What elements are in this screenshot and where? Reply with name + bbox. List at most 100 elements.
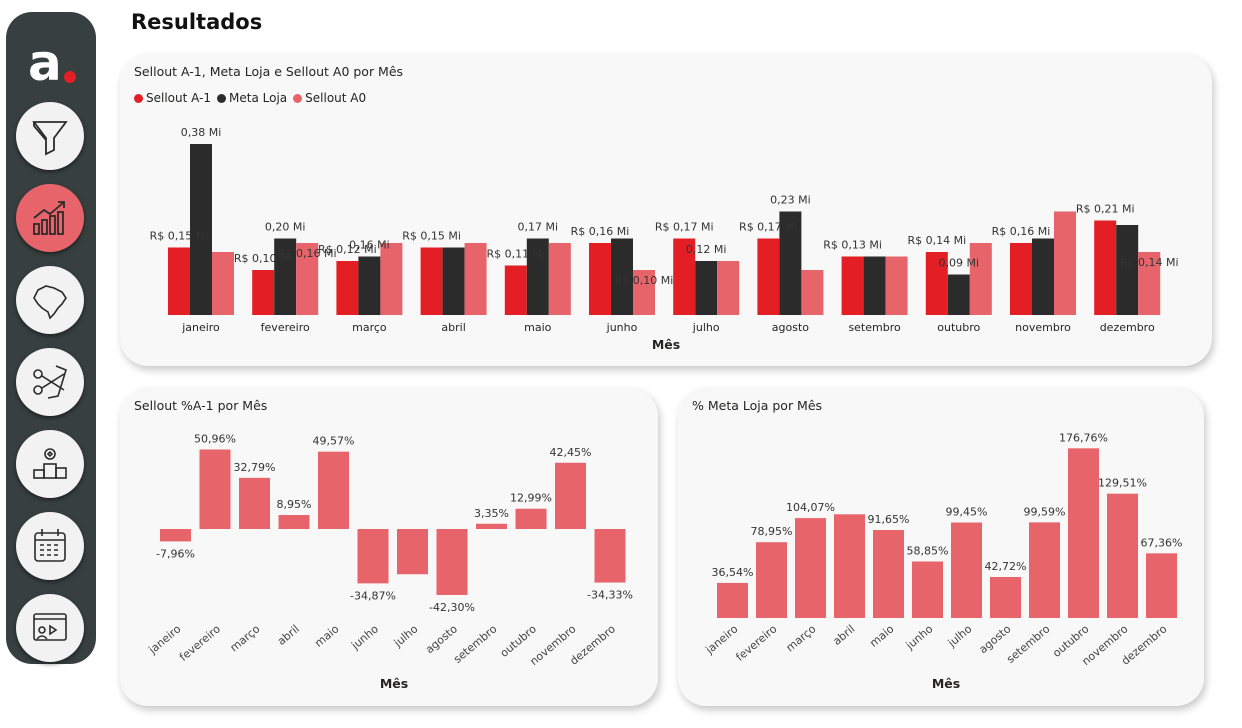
x-tick-label: maio: [312, 622, 341, 650]
x-tick-label: junho: [348, 622, 381, 653]
data-label: R$ 0,11 Mi: [486, 248, 545, 261]
data-label: R$ 0,15 Mi: [402, 230, 461, 243]
x-tick-label: setembro: [451, 622, 500, 666]
data-label: 104,07%: [786, 501, 835, 514]
bar: [1029, 522, 1060, 618]
x-tick-label: dezembro: [1100, 321, 1155, 334]
x-tick-label: agosto: [772, 321, 809, 334]
data-label: 99,45%: [946, 506, 988, 519]
nav-tools-button[interactable]: [16, 348, 84, 416]
x-tick-label: maio: [867, 622, 896, 650]
bar: [199, 449, 231, 529]
bar: [594, 529, 626, 583]
bar-sellout-a0: [801, 270, 824, 315]
meta-pct-chart-card: % Meta Loja por Mês 36,54% janeiro 78,95% f…: [678, 388, 1204, 706]
legend-label: Meta Loja: [229, 91, 288, 105]
data-label: 42,72%: [985, 560, 1027, 573]
chart-title: Sellout %A-1 por Mês: [134, 398, 268, 413]
bar: [239, 477, 270, 529]
data-label: 91,65%: [868, 513, 910, 526]
bar: [1146, 553, 1177, 618]
bar-meta-loja: [526, 238, 549, 315]
data-label: 32,79%: [234, 461, 276, 474]
bar: [1107, 493, 1138, 618]
x-tick-label: março: [352, 321, 387, 334]
bar: [834, 514, 865, 618]
nav-results-button[interactable]: [16, 184, 84, 252]
bar-meta-loja: [863, 256, 886, 315]
data-label: 0,17 Mi: [518, 221, 559, 234]
bar-sellout-a0: [717, 261, 740, 315]
nav-map-button[interactable]: [16, 266, 84, 334]
x-tick-label: agosto: [977, 622, 1014, 656]
podium-icon: [33, 448, 67, 479]
data-label: R$ 0,17 Mi: [739, 221, 798, 234]
bar-sellout-a-1: [589, 243, 611, 315]
bar-sellout-a-1: [1094, 220, 1117, 315]
data-label: R$ 0,17 Mi: [655, 221, 714, 234]
chart-legend: Sellout A-1 Meta Loja Sellout A0: [134, 91, 366, 105]
legend-label: Sellout A-1: [146, 91, 212, 105]
chart-title: Sellout A-1, Meta Loja e Sellout A0 por …: [134, 64, 404, 79]
x-tick-label: abril: [441, 321, 465, 334]
bar: [476, 523, 507, 529]
bar: [357, 529, 389, 584]
brazil-map-icon: [33, 285, 67, 320]
bar-meta-loja: [611, 238, 633, 315]
x-axis-title: Mês: [652, 337, 680, 352]
x-tick-label: junho: [903, 622, 936, 653]
x-tick-label: março: [228, 622, 263, 654]
data-label: -42,30%: [429, 601, 475, 614]
bar-meta-loja: [1116, 225, 1139, 315]
x-tick-label: abril: [275, 622, 302, 648]
bar-sellout-a-1: [504, 265, 527, 315]
bar-meta-loja: [274, 238, 297, 315]
legend-item-sellout-a1[interactable]: Sellout A-1: [134, 91, 211, 105]
data-label: 49,57%: [313, 435, 355, 448]
data-label: -34,33%: [587, 589, 633, 602]
bar-sellout-a0: [548, 243, 571, 315]
x-tick-label: março: [784, 622, 819, 654]
bar-meta-loja: [695, 261, 718, 315]
data-label: R$ 0,14 Mi: [1120, 256, 1179, 269]
x-tick-label: novembro: [1015, 321, 1071, 334]
nav-ranking-button[interactable]: [16, 430, 84, 498]
data-label: 0,38 Mi: [181, 126, 222, 139]
data-label: 36,54%: [712, 566, 754, 579]
bar: [515, 508, 547, 529]
bar-sellout-a0: [969, 243, 992, 315]
chart-title: % Meta Loja por Mês: [692, 398, 823, 413]
data-label: 176,76%: [1059, 431, 1108, 444]
data-label: 0,20 Mi: [265, 221, 306, 234]
sidebar: a: [6, 12, 96, 664]
bar: [912, 561, 943, 618]
data-label: 42,45%: [550, 446, 592, 459]
bar-meta-loja: [1032, 238, 1054, 315]
bar: [436, 529, 468, 595]
data-label: 3,35%: [474, 507, 509, 520]
bar-sellout-a-1: [925, 252, 948, 315]
growth-chart-icon: [33, 201, 65, 235]
x-tick-label: janeiro: [181, 321, 220, 334]
bar-sellout-a-1: [252, 270, 275, 315]
bar: [795, 518, 826, 618]
bar: [717, 582, 748, 618]
x-tick-label: abril: [830, 622, 857, 648]
nav-video-button[interactable]: [16, 594, 84, 662]
nav-filter-button[interactable]: [16, 102, 84, 170]
x-tick-label: outubro: [937, 321, 980, 334]
bar: [278, 515, 310, 529]
legend-item-meta-loja[interactable]: Meta Loja: [217, 91, 287, 105]
bar-meta-loja: [779, 211, 802, 315]
bar-meta-loja: [442, 247, 465, 315]
bar-sellout-a0: [380, 243, 403, 315]
data-label: -34,87%: [350, 589, 396, 602]
nav-calendar-button[interactable]: [16, 512, 84, 580]
data-label: R$ 0,10 Mi: [615, 274, 674, 287]
bar-meta-loja: [190, 144, 212, 315]
x-tick-label: julho: [945, 622, 975, 650]
x-axis-title: Mês: [932, 676, 960, 691]
legend-item-sellout-a0[interactable]: Sellout A0: [293, 91, 366, 105]
bar-sellout-a-1: [757, 238, 780, 315]
data-label: 67,36%: [1141, 536, 1183, 549]
